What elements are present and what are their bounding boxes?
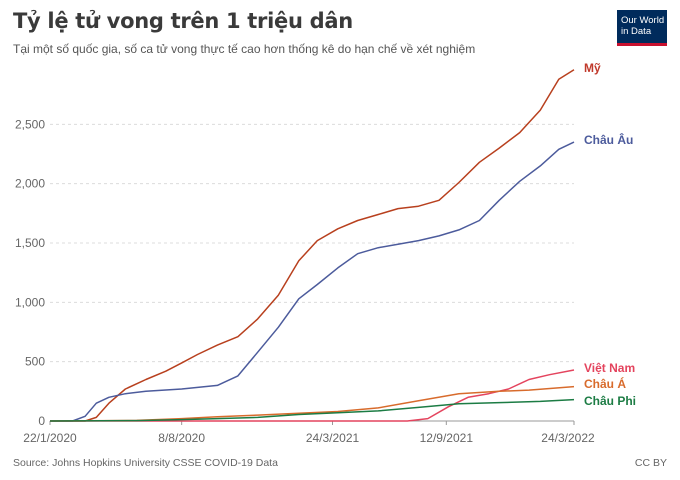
x-tick-label: 24/3/2021 (306, 431, 360, 445)
series-3-label: Châu Á (584, 376, 626, 391)
x-tick-labels: 22/1/2020 8/8/2020 24/3/2021 12/9/2021 24/3/… (23, 431, 595, 445)
y-tick-label: 1,000 (15, 295, 45, 309)
chart-subtitle: Tại một số quốc gia, số ca tử vong thực … (13, 42, 476, 56)
source-note: Source: Johns Hopkins University CSSE CO… (13, 457, 278, 469)
logo-line-1: Our World (621, 15, 665, 26)
series-0-label: Mỹ (584, 61, 601, 75)
series-0-line (50, 69, 575, 422)
x-tick-label: 8/8/2020 (158, 431, 205, 445)
x-tick-label: 24/3/2022 (541, 431, 595, 445)
y-tick-label: 0 (38, 414, 45, 428)
license-link[interactable]: CC BY (634, 457, 667, 469)
series-2-label: Việt Nam (584, 361, 635, 375)
y-tick-labels: 0 500 1,000 1,500 2,000 2,500 (15, 117, 45, 428)
owid-logo[interactable]: Our World in Data (617, 10, 667, 46)
y-tick-label: 2,500 (15, 117, 45, 131)
x-tick-label: 22/1/2020 (23, 431, 77, 445)
y-tick-label: 500 (25, 355, 45, 369)
series-4-line (49, 398, 575, 422)
series-lines (49, 69, 575, 422)
y-tick-label: 1,500 (15, 236, 45, 250)
series-1-label: Châu Âu (584, 132, 633, 147)
series-4-label: Châu Phi (584, 394, 636, 408)
grid-lines (49, 123, 575, 425)
series-3-line (49, 385, 575, 422)
logo-line-2: in Data (621, 26, 652, 37)
series-1-line (50, 141, 575, 422)
x-tick-label: 12/9/2021 (420, 431, 474, 445)
chart-title: Tỷ lệ tử vong trên 1 triệu dân (13, 9, 353, 33)
series-2-line (50, 369, 575, 422)
y-tick-label: 2,000 (15, 177, 45, 191)
